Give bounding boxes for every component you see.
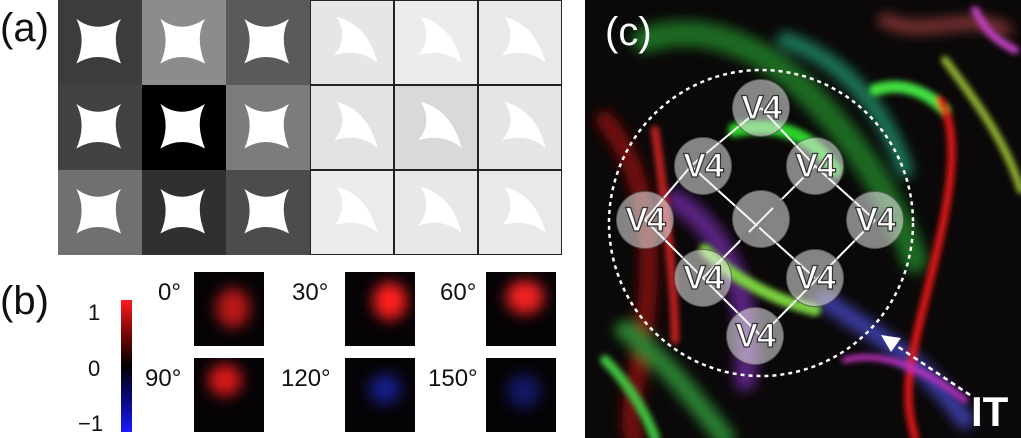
crescent-shape	[418, 186, 462, 233]
stimulus-cell-r2-c4	[310, 85, 394, 170]
v4-unit-8: V4	[726, 307, 784, 365]
receptive-field-90	[194, 358, 264, 432]
crescent-shape	[334, 186, 378, 233]
colorbar-max-label: 1	[88, 300, 101, 325]
panel-b-label: (b)	[0, 279, 49, 323]
stimulus-cell-r3-c1	[58, 170, 142, 255]
colorbar-min-label: −1	[78, 411, 104, 436]
rf-blob	[208, 364, 242, 396]
panel-c-label: (c)	[605, 10, 652, 54]
stimulus-cell-r3-c2	[142, 170, 226, 255]
v4-unit-4: V4	[616, 191, 674, 249]
v4-unit-label: V4	[855, 200, 897, 239]
v4-unit-1: V4	[732, 79, 790, 137]
receptive-field-30	[345, 272, 415, 346]
stimulus-cell-r2-c1	[58, 85, 142, 170]
orientation-label-30: 30°	[292, 279, 329, 306]
orientation-label-60: 60°	[440, 279, 477, 306]
v4-unit-6: V4	[674, 249, 732, 307]
v4-unit-center	[732, 190, 790, 248]
receptive-field-0	[194, 272, 264, 346]
it-pointer-arrow	[884, 336, 971, 397]
stimulus-cell-r2-c6	[478, 85, 562, 170]
v4-unit-label: V4	[795, 258, 837, 297]
concave-square-shape	[76, 188, 121, 234]
rf-blob	[508, 374, 540, 408]
concave-square-shape	[160, 18, 205, 64]
rf-blob	[216, 288, 250, 328]
orientation-label-0: 0°	[158, 279, 181, 306]
stimulus-cell-r1-c2	[142, 0, 226, 85]
crescent-shape	[502, 186, 546, 233]
v4-unit-label: V4	[741, 88, 783, 127]
rf-blob	[506, 280, 544, 314]
concave-square-shape	[244, 188, 289, 234]
v4-unit-label: V4	[683, 146, 725, 185]
stimulus-cell-r3-c4	[310, 170, 394, 255]
concave-square-shape	[244, 103, 289, 149]
it-label: IT	[971, 388, 1009, 435]
stimulus-cell-r1-c1	[58, 0, 142, 85]
stimulus-cell-r1-c6	[478, 0, 562, 85]
colorbar	[121, 300, 132, 432]
stimulus-cell-r3-c3	[226, 170, 310, 255]
crescent-shape	[418, 16, 462, 63]
v4-unit-label: V4	[683, 258, 725, 297]
rf-blob	[369, 374, 401, 404]
receptive-field-60	[486, 272, 556, 346]
crescent-shape	[334, 16, 378, 63]
stimulus-cell-r1-c4	[310, 0, 394, 85]
crescent-shape	[418, 101, 462, 148]
concave-square-shape	[160, 103, 205, 149]
crescent-shape	[502, 101, 546, 148]
stimulus-cell-r2-c5	[394, 85, 478, 170]
concave-square-shape	[76, 103, 121, 149]
receptive-field-150	[486, 358, 556, 432]
rf-blob	[373, 282, 407, 320]
v4-unit-2: V4	[674, 137, 732, 195]
v4-unit-3: V4	[786, 137, 844, 195]
orientation-label-120: 120°	[281, 365, 331, 392]
concave-square-shape	[244, 18, 289, 64]
v4-unit-label: V4	[735, 316, 777, 355]
concave-square-shape	[160, 188, 205, 234]
concave-square-shape	[76, 18, 121, 64]
receptive-field-120	[345, 358, 415, 432]
colorbar-mid-label: 0	[88, 356, 101, 381]
panel-a-stimulus-grid	[58, 0, 563, 255]
stimulus-cell-r1-c5	[394, 0, 478, 85]
crescent-shape	[502, 16, 546, 63]
it-receptive-field-circle	[607, 68, 915, 378]
v4-unit-label: V4	[625, 200, 667, 239]
panel-a-label: (a)	[0, 6, 49, 50]
v4-unit-7: V4	[786, 249, 844, 307]
stimulus-cell-r2-c3	[226, 85, 310, 170]
it-arrow-head	[881, 335, 901, 352]
stimulus-cell-r3-c6	[478, 170, 562, 255]
stimulus-cell-r3-c5	[394, 170, 478, 255]
stimulus-cell-r2-c2	[142, 85, 226, 170]
panel-c-image: (c) V4 V4 V4 V4 V4 V4 V4 V4 IT	[585, 0, 1021, 438]
v4-unit-label: V4	[795, 146, 837, 185]
orientation-label-150: 150°	[428, 365, 478, 392]
crescent-shape	[334, 101, 378, 148]
orientation-label-90: 90°	[145, 365, 182, 392]
v4-unit-5: V4	[846, 191, 904, 249]
stimulus-cell-r1-c3	[226, 0, 310, 85]
